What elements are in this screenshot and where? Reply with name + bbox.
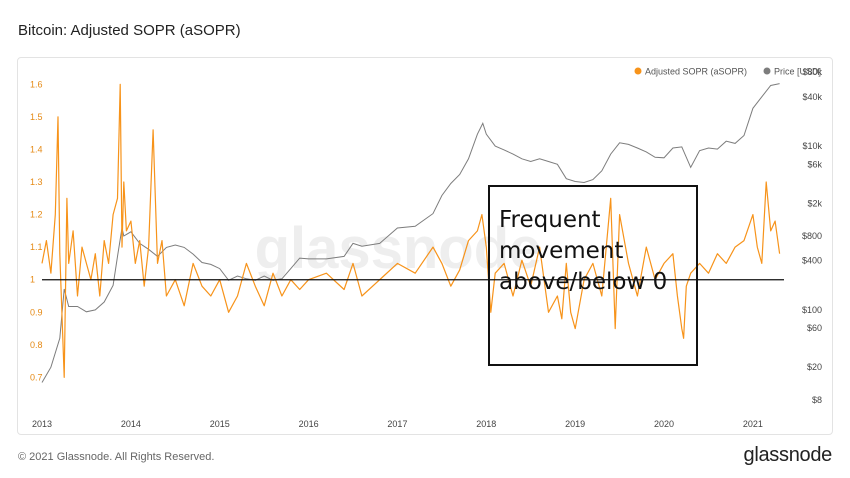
left-axis-tick-4: 1.1	[30, 242, 43, 252]
x-axis-tick-2013: 2013	[32, 419, 52, 429]
left-axis-tick-6: 1.3	[30, 177, 43, 187]
left-axis-tick-0: 0.7	[30, 372, 43, 382]
right-axis-tick-2: $60	[807, 323, 822, 333]
legend-dot-asopr	[634, 67, 642, 75]
price-series-line	[41, 83, 780, 383]
right-axis-tick-3: $100	[802, 305, 822, 315]
left-axis-tick-5: 1.2	[30, 210, 43, 220]
x-axis-tick-2018: 2018	[476, 419, 496, 429]
footer-brand-logo: glassnode	[743, 444, 833, 466]
watermark: glassnode	[255, 216, 542, 281]
annotation-line-1: Frequent	[499, 207, 601, 233]
right-axis-tick-8: $10k	[802, 141, 822, 151]
left-axis-tick-3: 1	[30, 275, 35, 285]
x-axis-tick-2014: 2014	[121, 419, 141, 429]
annotation-box: Frequent movement above/below 0	[488, 185, 698, 366]
x-axis-tick-2016: 2016	[299, 419, 319, 429]
annotation-line-2: movement	[499, 238, 624, 264]
asopr-chart: glassnode 0.7 0.8 0.9 1 1.1 1.2 1.3 1.4 1.5 1.6 $…	[30, 67, 822, 430]
annotation-text: Frequent movement above/below 0	[499, 205, 667, 298]
right-axis-tick-6: $2k	[807, 198, 822, 208]
right-axis-tick-7: $6k	[807, 159, 822, 169]
left-axis-tick-2: 0.9	[30, 307, 43, 317]
left-axis-tick-8: 1.5	[30, 112, 43, 122]
page-title: Bitcoin: Adjusted SOPR (aSOPR)	[18, 22, 241, 39]
x-axis-tick-2017: 2017	[387, 419, 407, 429]
legend-dot-price	[763, 67, 771, 75]
left-axis-tick-7: 1.4	[30, 144, 43, 154]
right-axis-tick-10: $80k	[802, 67, 822, 77]
footer-copyright: © 2021 Glassnode. All Rights Reserved.	[18, 451, 215, 463]
right-axis-tick-4: $400	[802, 256, 822, 266]
legend-label-price: Price [USD]	[774, 67, 821, 77]
right-axis-tick-1: $20	[807, 362, 822, 372]
chart-panel: glassnode 0.7 0.8 0.9 1 1.1 1.2 1.3 1.4 1.5 1.6 $…	[17, 57, 833, 435]
right-axis-tick-9: $40k	[802, 92, 822, 102]
left-axis-tick-1: 0.8	[30, 340, 43, 350]
x-axis-tick-2019: 2019	[565, 419, 585, 429]
right-axis-tick-0: $8	[812, 395, 822, 405]
annotation-line-3: above/below 0	[499, 269, 668, 295]
legend-label-asopr: Adjusted SOPR (aSOPR)	[645, 67, 747, 77]
right-axis-tick-5: $800	[802, 231, 822, 241]
x-axis-tick-2021: 2021	[743, 419, 763, 429]
legend: Adjusted SOPR (aSOPR) Price [USD]	[634, 67, 821, 77]
x-axis-tick-2020: 2020	[654, 419, 674, 429]
x-axis-tick-2015: 2015	[210, 419, 230, 429]
left-axis-tick-9: 1.6	[30, 79, 43, 89]
